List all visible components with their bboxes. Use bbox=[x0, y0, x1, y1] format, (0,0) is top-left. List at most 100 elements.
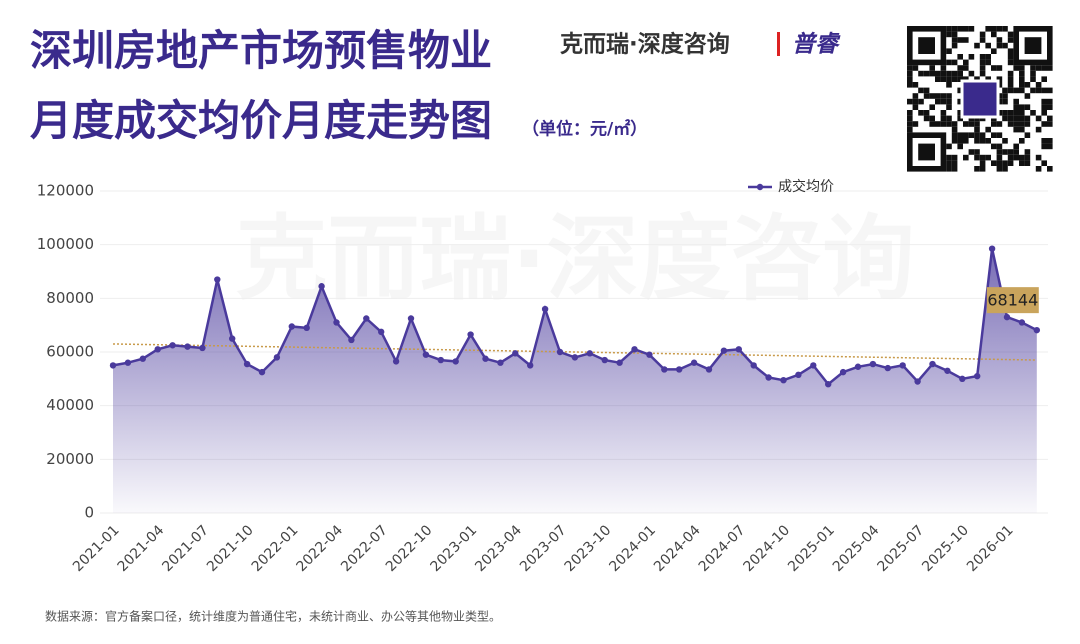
x-tick-label: 2022-04 bbox=[293, 522, 346, 575]
marker bbox=[482, 355, 489, 362]
marker bbox=[467, 331, 474, 338]
marker bbox=[646, 351, 653, 358]
qr-cell bbox=[991, 160, 997, 166]
legend-marker bbox=[756, 183, 764, 191]
qr-cell bbox=[1007, 160, 1014, 166]
qr-cell bbox=[974, 154, 980, 161]
qr-cell bbox=[957, 115, 963, 122]
marker bbox=[661, 366, 668, 373]
qr-cell bbox=[974, 166, 980, 172]
x-tick-label: 2021-01 bbox=[70, 522, 123, 575]
qr-cell bbox=[929, 104, 935, 110]
marker bbox=[601, 356, 608, 364]
qr-cell bbox=[968, 132, 975, 138]
marker bbox=[839, 368, 847, 376]
marker bbox=[527, 362, 534, 369]
y-tick-label: 0 bbox=[84, 504, 94, 522]
qr-cell bbox=[923, 87, 930, 94]
qr-cell bbox=[996, 160, 1003, 166]
marker bbox=[676, 366, 683, 373]
qr-cell bbox=[991, 65, 997, 71]
qr-cell bbox=[1041, 65, 1047, 71]
marker bbox=[720, 347, 728, 354]
qr-cell bbox=[957, 98, 963, 105]
qr-cell bbox=[951, 132, 958, 138]
marker bbox=[333, 319, 340, 326]
marker bbox=[229, 335, 236, 342]
qr-cell bbox=[985, 138, 991, 144]
qr-cell bbox=[1041, 160, 1047, 166]
qr-cell bbox=[996, 132, 1003, 138]
qr-cell bbox=[1035, 87, 1042, 94]
qr-cell bbox=[974, 76, 980, 82]
marker bbox=[616, 359, 623, 366]
qr-cell bbox=[946, 104, 952, 110]
qr-cell bbox=[1007, 110, 1014, 116]
area bbox=[113, 248, 1037, 513]
qr-cell bbox=[979, 160, 986, 166]
x-tick-label: 2024-01 bbox=[606, 522, 659, 575]
marker bbox=[363, 315, 370, 322]
marker bbox=[348, 336, 355, 344]
marker bbox=[929, 360, 936, 368]
qr-cell bbox=[1030, 110, 1036, 116]
qr-cell bbox=[985, 54, 991, 60]
x-tick-label: 2024-10 bbox=[740, 522, 793, 575]
qr-cell bbox=[1041, 104, 1047, 110]
qr-cell bbox=[957, 26, 963, 32]
qr-cell bbox=[940, 110, 947, 116]
chart-subtitle: 月度成交均价月度走势图 bbox=[30, 96, 492, 145]
qr-finder bbox=[906, 132, 947, 172]
trend-line bbox=[112, 343, 1037, 361]
qr-cell bbox=[991, 31, 997, 38]
qr-cell bbox=[1002, 160, 1008, 166]
marker bbox=[586, 350, 593, 357]
marker bbox=[109, 362, 117, 369]
qr-cell bbox=[1013, 149, 1019, 155]
marker bbox=[497, 359, 504, 366]
brand: 克而瑞·深度咨询 bbox=[560, 31, 730, 58]
marker bbox=[825, 381, 832, 388]
x-tick-label: 2021-10 bbox=[204, 522, 257, 575]
qr-cell bbox=[974, 132, 980, 138]
qr-cell bbox=[1024, 115, 1031, 122]
qr-cell bbox=[1002, 93, 1008, 99]
qr-cell bbox=[1047, 143, 1053, 150]
qr-finder bbox=[918, 37, 935, 54]
qr-cell bbox=[935, 93, 941, 99]
marker bbox=[959, 375, 966, 383]
qr-cell bbox=[985, 42, 991, 49]
qr-cell bbox=[1019, 87, 1025, 94]
qr-cell bbox=[940, 115, 947, 122]
qr-cell bbox=[1007, 76, 1014, 82]
qr-cell bbox=[957, 87, 963, 94]
qr-cell bbox=[912, 82, 919, 88]
qr-cell bbox=[940, 76, 947, 82]
qr-cell bbox=[1007, 154, 1014, 161]
qr-cell bbox=[907, 82, 913, 88]
qr-cell bbox=[929, 70, 935, 77]
qr-cell bbox=[996, 76, 1003, 82]
qr-cell bbox=[1035, 126, 1042, 133]
qr-cell bbox=[1007, 59, 1014, 66]
x-tick-label: 2022-01 bbox=[249, 522, 302, 575]
marker bbox=[750, 362, 757, 369]
qr-cell bbox=[996, 143, 1003, 150]
qr-cell bbox=[1024, 82, 1031, 88]
qr-cell bbox=[923, 93, 930, 99]
qr-cell bbox=[1013, 143, 1019, 150]
qr-cell bbox=[923, 70, 930, 77]
qr-cell bbox=[946, 143, 952, 150]
qr-cell bbox=[968, 26, 975, 32]
qr-cell bbox=[951, 160, 958, 166]
value-label: 68144 bbox=[987, 291, 1038, 310]
qr-cell bbox=[1024, 93, 1031, 99]
qr-cell bbox=[963, 138, 969, 144]
qr-cell bbox=[991, 48, 997, 54]
marker bbox=[422, 351, 430, 358]
qr-cell bbox=[963, 121, 969, 127]
qr-cell bbox=[940, 70, 947, 77]
qr-cell bbox=[957, 37, 963, 43]
qr-cell bbox=[979, 138, 986, 144]
unit: （单位：元/㎡） bbox=[522, 119, 647, 140]
